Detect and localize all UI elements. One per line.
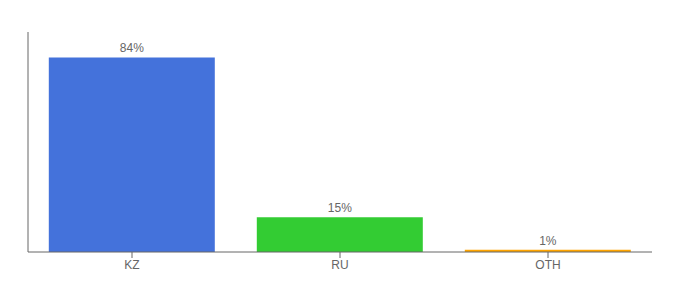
svg-text:1%: 1% xyxy=(539,234,557,248)
svg-text:15%: 15% xyxy=(328,201,352,215)
svg-text:RU: RU xyxy=(331,258,348,272)
svg-text:OTH: OTH xyxy=(535,258,560,272)
svg-text:84%: 84% xyxy=(120,41,144,55)
svg-text:KZ: KZ xyxy=(124,258,139,272)
